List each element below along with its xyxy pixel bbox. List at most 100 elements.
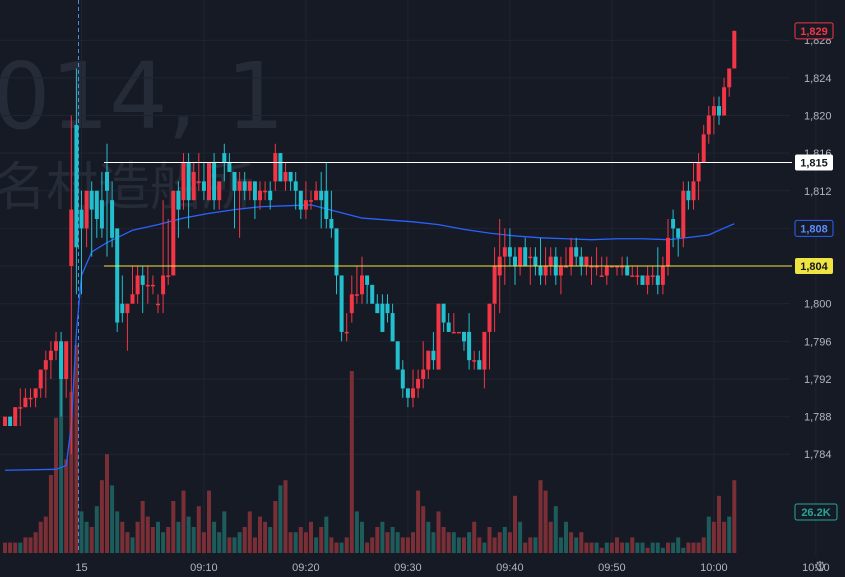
volume-bar bbox=[293, 532, 298, 553]
volume-bar bbox=[472, 521, 477, 553]
candle-body bbox=[349, 294, 354, 314]
candle-body bbox=[105, 171, 109, 191]
volume-bar bbox=[84, 521, 89, 553]
candle bbox=[48, 341, 53, 379]
candle bbox=[655, 247, 660, 295]
volume-bar bbox=[676, 537, 681, 553]
candle bbox=[247, 181, 252, 201]
volume-bar bbox=[370, 537, 375, 553]
candle bbox=[686, 181, 691, 210]
watermark-line2: 名村造船所 bbox=[0, 158, 254, 218]
volume-bar bbox=[660, 547, 665, 553]
volume-bar bbox=[237, 532, 242, 553]
candle bbox=[349, 275, 354, 323]
y-tick-label: 1,824 bbox=[804, 73, 832, 85]
candle-body bbox=[140, 275, 145, 285]
volume-badge bbox=[794, 503, 838, 521]
candle bbox=[191, 162, 196, 201]
candle-body bbox=[171, 190, 176, 276]
candle-body bbox=[344, 331, 349, 334]
candle bbox=[472, 350, 477, 370]
volume-bar bbox=[303, 532, 308, 553]
price-badges: 1,815 1,804 1,829 1,808 26.2K bbox=[794, 22, 838, 521]
volume-bar bbox=[727, 516, 732, 553]
candle-body bbox=[523, 247, 528, 267]
candle bbox=[268, 181, 273, 210]
volume-bar bbox=[523, 542, 528, 553]
volume-bar bbox=[426, 521, 431, 553]
volume-bar bbox=[3, 542, 7, 553]
candle bbox=[696, 153, 701, 201]
last-price-badge bbox=[794, 22, 834, 40]
candle-body bbox=[13, 407, 18, 427]
candle bbox=[523, 237, 528, 267]
candle-body bbox=[186, 162, 191, 201]
candle-body bbox=[625, 266, 630, 276]
gear-icon[interactable]: ⚙ bbox=[813, 558, 827, 574]
volume-bar bbox=[635, 542, 640, 553]
candle bbox=[462, 331, 466, 351]
candle-body bbox=[207, 162, 211, 201]
time-axis[interactable]: 1509:1009:2009:3009:4009:5010:0010:1010:… bbox=[75, 562, 845, 574]
horizontal-line-badge bbox=[795, 258, 833, 275]
candle-body bbox=[339, 275, 344, 332]
candle-body bbox=[156, 303, 160, 306]
candle bbox=[589, 256, 594, 285]
candle bbox=[400, 360, 405, 398]
volume-bar bbox=[436, 511, 441, 553]
candle-body bbox=[360, 275, 364, 295]
candle bbox=[467, 313, 472, 370]
candle-body bbox=[518, 247, 523, 267]
candle-body bbox=[722, 87, 727, 116]
volume-bar bbox=[701, 537, 706, 553]
candle-body bbox=[579, 256, 584, 267]
candle bbox=[298, 190, 303, 220]
candle bbox=[365, 275, 370, 304]
volume-bar bbox=[543, 490, 548, 553]
candle-body bbox=[130, 294, 135, 304]
candle bbox=[574, 237, 579, 267]
candle-body bbox=[232, 171, 237, 191]
candle bbox=[207, 162, 211, 201]
candle bbox=[69, 115, 74, 455]
candle bbox=[171, 190, 176, 276]
ma-price-badge bbox=[794, 219, 834, 237]
candle-body bbox=[390, 313, 395, 342]
volume-bar bbox=[28, 537, 33, 553]
candle-body bbox=[666, 237, 670, 267]
candle bbox=[431, 331, 436, 370]
volume-bar bbox=[722, 521, 727, 553]
volume-bar bbox=[655, 542, 660, 553]
candle-body bbox=[196, 181, 201, 183]
candle-body bbox=[99, 200, 104, 229]
volume-bar bbox=[681, 547, 686, 553]
volume-bar bbox=[390, 527, 395, 553]
candle bbox=[558, 256, 563, 295]
candle-body bbox=[298, 190, 303, 210]
candle-body bbox=[640, 275, 645, 285]
candle bbox=[201, 162, 206, 201]
volume-bar bbox=[365, 542, 370, 553]
y-tick-label: 1,788 bbox=[804, 412, 832, 424]
candle-body bbox=[533, 256, 538, 267]
volume-bar bbox=[645, 547, 650, 553]
volume-bar bbox=[94, 506, 99, 553]
volume-bar bbox=[247, 511, 252, 553]
volume-bar bbox=[462, 537, 466, 553]
candle-body bbox=[54, 341, 58, 351]
candle-body bbox=[69, 209, 74, 267]
candle bbox=[507, 228, 512, 267]
horizontal-lines[interactable] bbox=[104, 162, 792, 267]
x-tick-label: 09:40 bbox=[496, 562, 524, 574]
candle-body bbox=[247, 181, 252, 191]
candle bbox=[258, 181, 262, 210]
candle-body bbox=[354, 294, 359, 296]
volume-bar bbox=[487, 527, 492, 553]
volume-bar bbox=[354, 511, 359, 553]
candle-body bbox=[594, 266, 599, 268]
volume-bar bbox=[140, 501, 145, 553]
candle bbox=[79, 190, 84, 295]
candle-body bbox=[645, 275, 650, 285]
candle-body bbox=[655, 275, 660, 285]
